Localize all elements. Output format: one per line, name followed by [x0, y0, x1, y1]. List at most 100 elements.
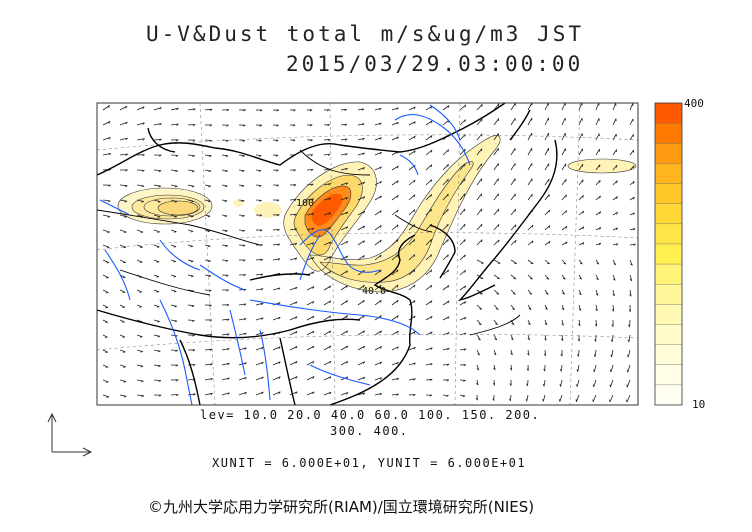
wind-arrow-head — [613, 263, 616, 266]
wind-arrow-head — [616, 211, 619, 215]
wind-arrow — [493, 133, 499, 141]
wind-arrow-head — [261, 302, 264, 306]
wind-arrow-head — [628, 324, 630, 328]
wind-arrow-head — [329, 360, 332, 364]
wind-arrow — [442, 300, 450, 306]
wind-arrow — [187, 289, 194, 292]
wind-arrow — [408, 269, 416, 276]
wind-arrow-head — [227, 348, 230, 351]
wind-arrow — [459, 254, 466, 261]
wind-arrow-head — [190, 245, 193, 248]
wind-arrow — [391, 239, 399, 246]
colorbar-segment — [655, 243, 682, 265]
wind-arrow — [408, 209, 416, 216]
wind-arrow — [408, 121, 416, 126]
wind-arrow — [593, 379, 597, 388]
wind-arrow-head — [225, 274, 229, 277]
wind-arrow — [595, 195, 601, 201]
colorbar-segment — [655, 284, 682, 305]
wind-arrow — [459, 178, 466, 186]
colorbar-segment — [655, 304, 682, 325]
wind-arrow — [510, 193, 516, 201]
colorbar-segment — [655, 103, 682, 124]
wind-arrow-head — [261, 346, 264, 350]
wind-arrow — [476, 334, 481, 341]
wind-arrow — [544, 304, 548, 310]
wind-arrow — [612, 289, 615, 296]
wind-arrow — [544, 148, 549, 156]
wind-arrow-head — [259, 109, 263, 112]
wind-arrow — [578, 259, 583, 265]
wind-arrow — [391, 315, 399, 321]
wind-arrow-head — [141, 395, 144, 398]
wind-arrow — [408, 254, 415, 261]
wind-arrow-head — [311, 227, 315, 231]
wind-arrow — [272, 258, 280, 261]
wind-arrow — [626, 379, 631, 388]
wind-arrow-head — [107, 200, 111, 203]
wind-arrow — [374, 224, 382, 231]
wind-arrow-head — [413, 346, 416, 350]
wind-arrow-head — [494, 338, 498, 341]
wind-arrow — [374, 269, 382, 276]
wind-arrow — [119, 229, 127, 233]
wind-arrow-head — [310, 154, 314, 157]
wind-arrow — [527, 240, 534, 246]
wind-arrow — [238, 303, 247, 306]
wind-arrow — [255, 317, 264, 321]
wind-arrow — [493, 259, 501, 264]
wind-arrow-head — [175, 364, 179, 367]
wind-arrow-head — [582, 195, 584, 198]
wind-arrow-head — [141, 185, 145, 188]
wind-arrow-head — [599, 180, 601, 183]
wind-arrow — [153, 319, 160, 322]
wind-arrow — [628, 334, 631, 343]
wind-arrow — [153, 229, 160, 233]
wind-arrow-head — [346, 345, 349, 349]
wind-arrow — [102, 244, 110, 248]
wind-arrow-head — [209, 140, 212, 142]
wind-arrow-head — [328, 212, 332, 215]
wind-arrow — [629, 180, 635, 186]
wind-arrow — [493, 304, 499, 310]
wind-arrow — [391, 224, 399, 231]
wind-arrow-head — [396, 315, 399, 318]
wind-arrow-head — [379, 151, 382, 155]
wind-arrow — [493, 208, 500, 216]
wind-arrow-head — [531, 224, 534, 228]
wind-arrow-head — [512, 308, 515, 310]
wind-arrow-head — [429, 378, 433, 382]
wind-arrow — [476, 163, 483, 171]
wind-arrow-head — [123, 395, 127, 398]
wind-arrow — [374, 346, 382, 351]
wind-arrow — [136, 122, 145, 126]
wind-arrow — [306, 300, 315, 306]
wind-arrow — [323, 197, 331, 201]
wind-arrow — [510, 208, 516, 216]
wind-arrow-head — [543, 368, 546, 372]
wind-arrow — [119, 121, 128, 126]
wind-arrow-head — [345, 211, 349, 215]
wind-arrow — [391, 330, 399, 336]
wind-arrow — [204, 244, 211, 247]
wind-arrow-head — [447, 164, 449, 167]
wind-arrow — [408, 378, 416, 381]
wind-arrow-head — [106, 396, 109, 398]
wind-arrow-head — [312, 345, 315, 349]
wind-arrow — [221, 318, 230, 321]
wind-arrow-head — [475, 397, 478, 401]
wind-arrow-head — [295, 346, 298, 349]
wind-arrow-head — [193, 393, 196, 396]
wind-arrow-head — [396, 393, 399, 396]
wind-arrow — [544, 289, 549, 295]
wind-arrow-head — [158, 394, 162, 397]
wind-arrow — [204, 229, 211, 232]
wind-arrow-head — [329, 376, 332, 379]
wind-arrow — [340, 330, 348, 336]
wind-arrow-head — [123, 381, 127, 383]
wind-arrow-head — [309, 109, 313, 112]
wind-arrow-head — [627, 354, 629, 358]
wind-arrow-head — [294, 213, 297, 216]
wind-arrow-head — [479, 308, 482, 310]
wind-arrow-head — [346, 392, 349, 395]
